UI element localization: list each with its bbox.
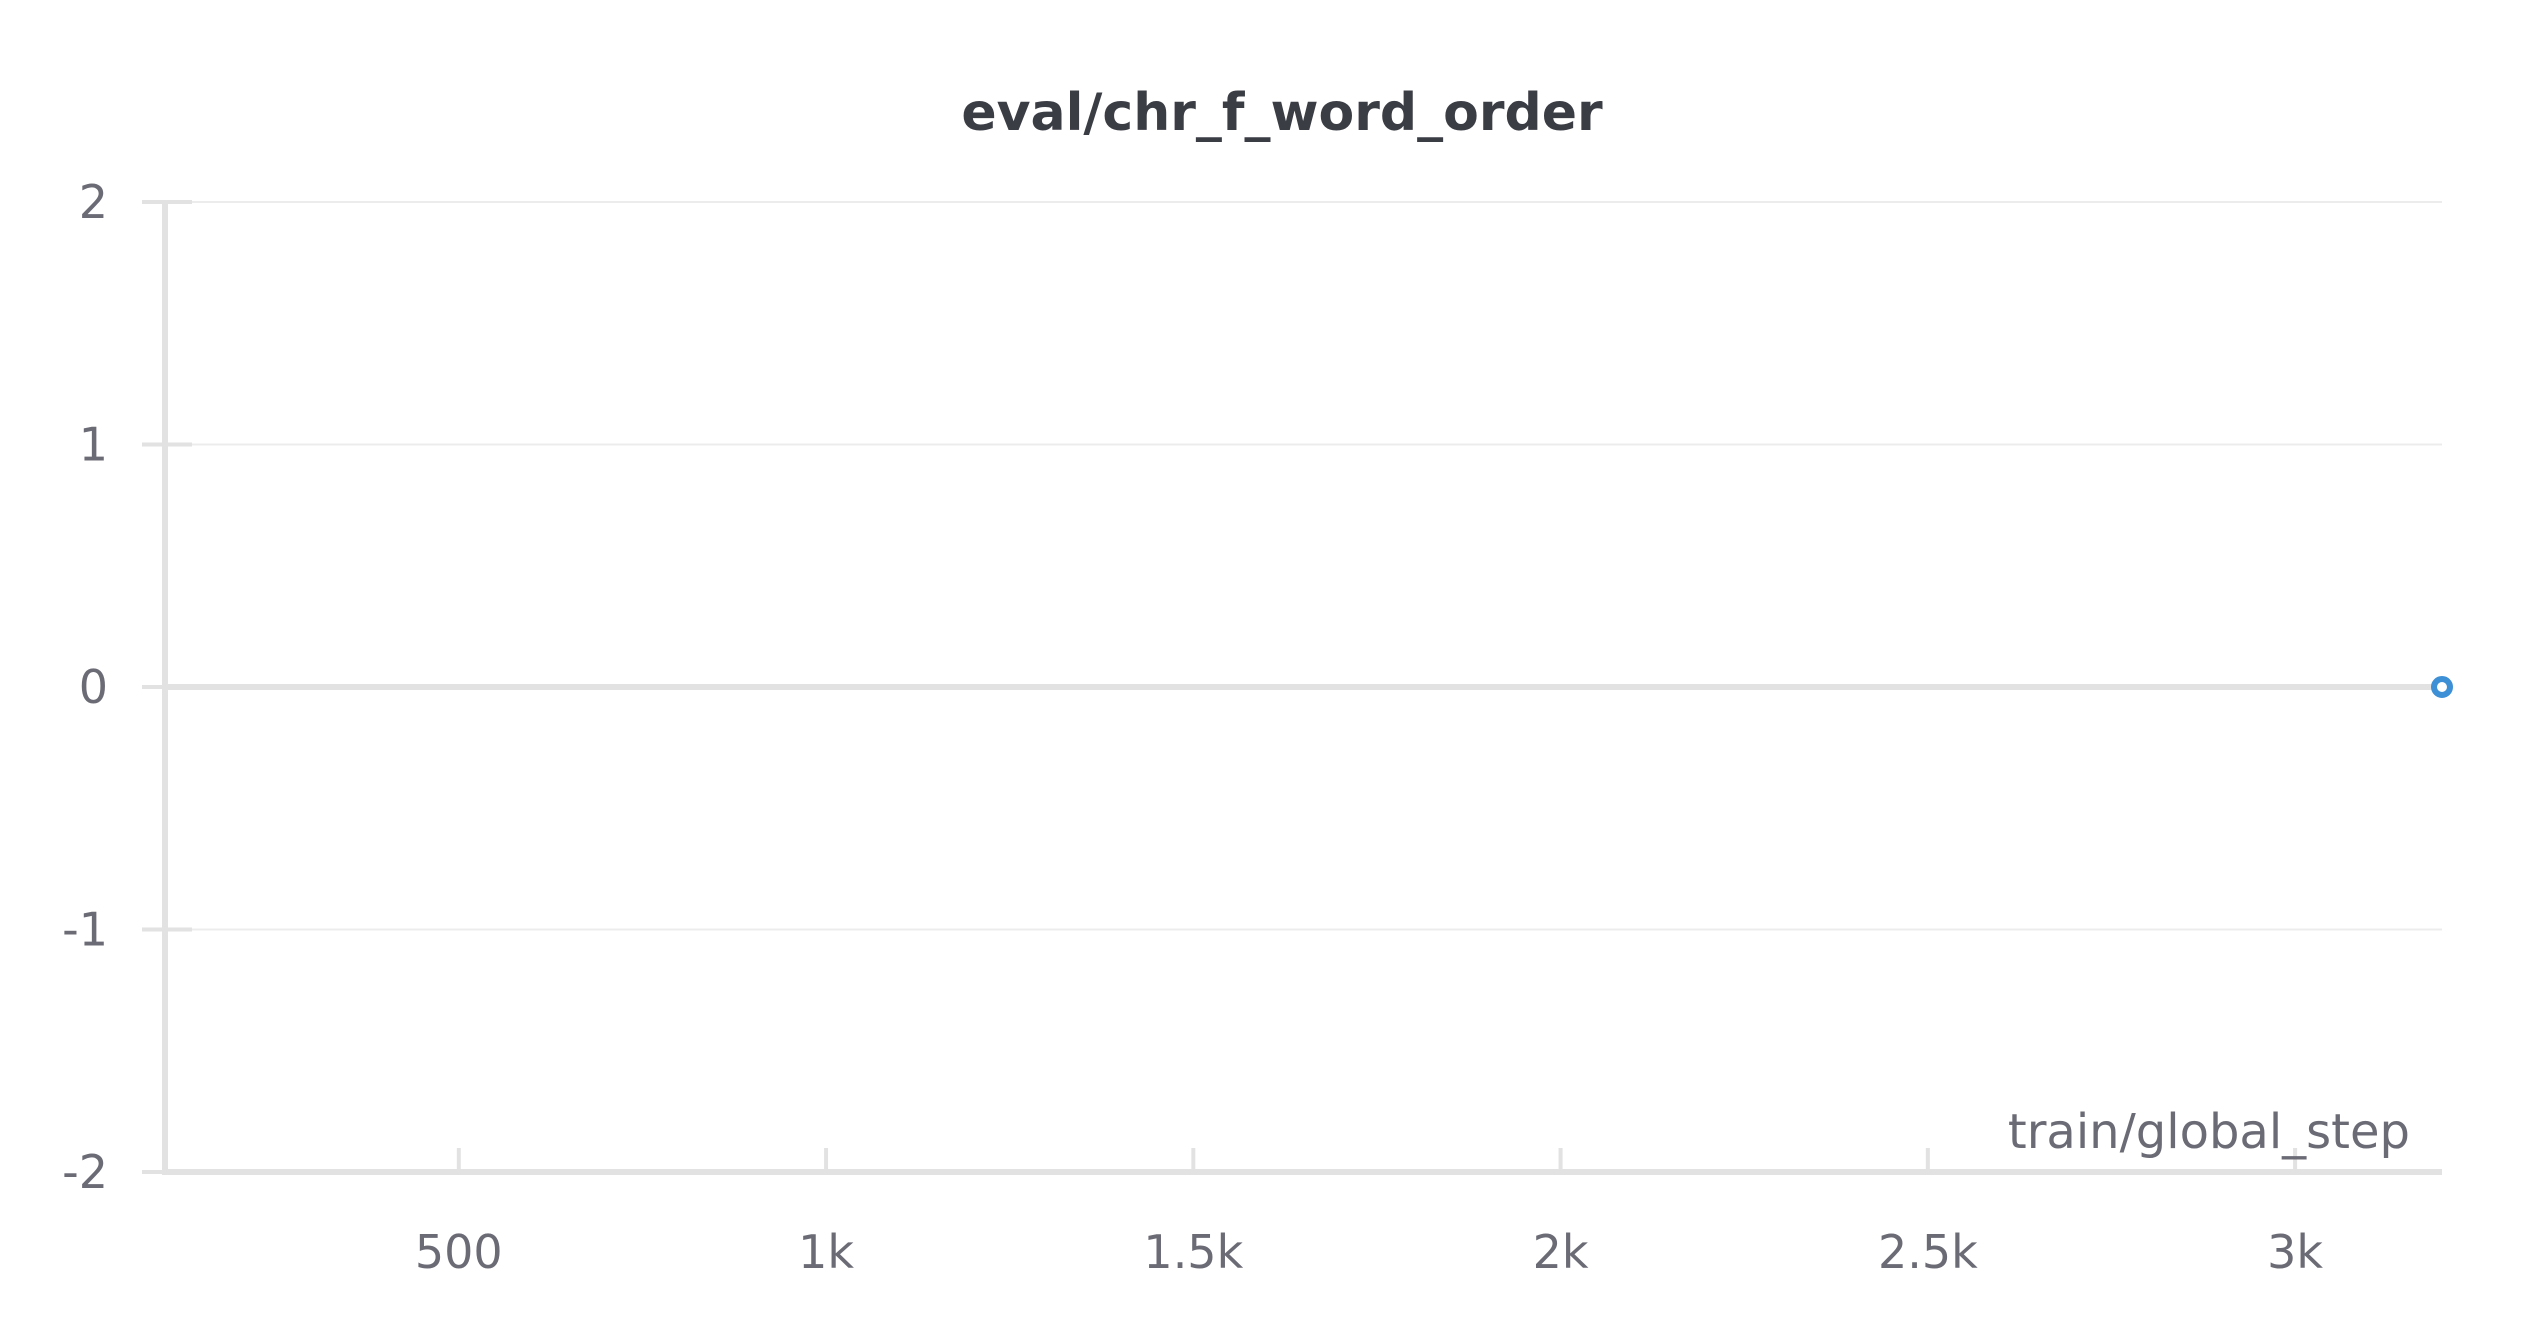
axes [142,200,2442,1175]
y-tick-label-1: 1 [79,418,108,472]
x-axis-label: train/global_step [2008,1104,2410,1160]
x-tick-label-1: 1k [798,1225,854,1279]
data-point-0-0[interactable] [2431,676,2453,698]
y-tick-label-2: 0 [79,660,108,714]
x-tick-label-0: 500 [415,1225,503,1279]
y-tick-label-3: -1 [62,903,108,957]
y-tick-label-0: 2 [79,175,108,229]
series-layer [2431,676,2453,698]
chart-title: eval/chr_f_word_order [961,83,1603,143]
x-tick-label-2: 1.5k [1143,1225,1243,1279]
x-tick-label-3: 2k [1533,1225,1589,1279]
tick-labels: 2 1 0 -1 -2 500 1k 1.5k 2k 2.5k 3k [62,175,2323,1279]
x-tick-label-5: 3k [2267,1225,2323,1279]
y-tick-label-4: -2 [62,1145,108,1199]
x-tick-label-4: 2.5k [1878,1225,1978,1279]
grid-lines [165,201,2442,1173]
